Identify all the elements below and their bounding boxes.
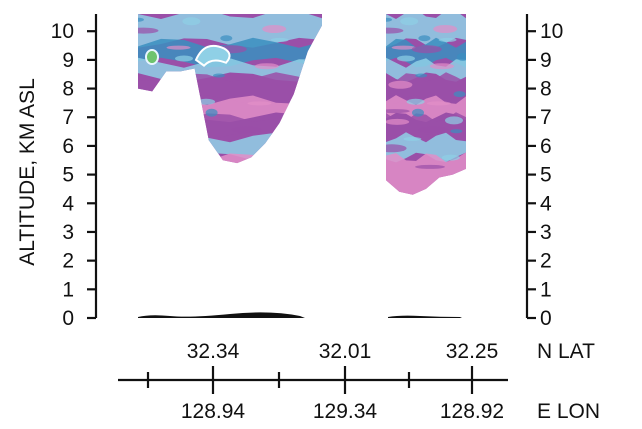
geo-axis — [118, 366, 508, 394]
echo-texture — [403, 137, 422, 141]
y-tick-label: 4 — [62, 192, 74, 215]
y-tick-label: 0 — [62, 307, 74, 330]
y-tick-label: 10 — [51, 20, 74, 43]
echo-texture — [143, 109, 174, 114]
y-tick-label: 4 — [540, 192, 552, 215]
y-tick-label: 2 — [62, 250, 74, 273]
y-tick-label: 3 — [62, 221, 74, 244]
echo-band — [386, 72, 466, 105]
ground-trace-right — [388, 315, 462, 318]
echo-texture — [406, 98, 425, 105]
echo-texture — [450, 129, 463, 134]
echo-segment-left — [138, 14, 322, 169]
echo-texture — [397, 55, 415, 62]
echo-texture — [270, 37, 289, 42]
echo-texture — [247, 101, 272, 106]
y-tick-label: 0 — [540, 307, 552, 330]
echo-highlight — [194, 44, 231, 67]
echo-texture — [301, 91, 314, 98]
echo-texture — [308, 52, 321, 61]
echo-texture — [386, 144, 407, 153]
echo-texture — [433, 25, 458, 33]
y-tick-label: 7 — [62, 106, 74, 129]
echo-highlight — [145, 49, 159, 66]
echo-texture — [386, 118, 410, 125]
y-tick-label: 1 — [62, 278, 74, 301]
echo-texture — [453, 91, 466, 98]
echo-texture — [411, 45, 442, 54]
echo-texture — [391, 45, 416, 50]
y-tick-label: 3 — [540, 221, 552, 244]
echo-texture — [197, 98, 216, 105]
echo-texture — [189, 137, 208, 141]
echo-band — [386, 152, 466, 195]
echo-texture — [418, 126, 449, 133]
lon-tick-label: 129.34 — [313, 400, 378, 423]
echo-texture — [441, 154, 460, 161]
lat-axis-label: N LAT — [537, 340, 595, 363]
echo-texture — [278, 154, 296, 161]
echo-band — [138, 14, 322, 48]
y-tick-label: 5 — [540, 164, 552, 187]
echo-band — [138, 152, 322, 164]
y-tick-label: 10 — [540, 20, 563, 43]
echo-texture — [159, 80, 184, 89]
echo-texture — [412, 108, 424, 117]
echo-texture — [213, 73, 225, 78]
lon-axis-label: E LON — [537, 400, 600, 423]
echo-texture — [138, 17, 144, 22]
echo-texture — [388, 80, 413, 89]
y-tick-label: 8 — [540, 78, 552, 101]
right-y-axis: 0 1 2 3 4 5 6 7 8 9 10 — [525, 14, 563, 330]
y-tick-label: 6 — [62, 135, 74, 158]
echo-texture — [386, 27, 404, 34]
echo-texture — [231, 126, 262, 133]
ground-trace-left — [138, 312, 305, 318]
y-tick-label: 1 — [540, 278, 552, 301]
y-tick-label: 7 — [540, 106, 552, 129]
y-tick-label: 8 — [62, 78, 74, 101]
echo-texture — [285, 116, 304, 125]
echo-texture — [151, 118, 176, 125]
echo-texture — [415, 73, 428, 78]
y-tick-label: 5 — [62, 164, 74, 187]
echo-texture — [166, 45, 191, 50]
echo-texture — [224, 165, 254, 169]
lon-tick-label: 128.92 — [440, 400, 504, 423]
left-y-axis: 0 1 2 3 4 5 6 7 8 9 10 — [51, 14, 98, 330]
y-tick-label: 9 — [540, 49, 552, 72]
echo-texture — [254, 63, 279, 70]
echo-texture — [426, 101, 451, 106]
echo-texture — [418, 35, 431, 42]
lat-tick-label: 32.01 — [319, 340, 372, 363]
y-tick-label: 2 — [540, 250, 552, 273]
y-tick-label: 9 — [62, 49, 74, 72]
echo-texture — [400, 17, 419, 26]
echo-texture — [415, 164, 445, 169]
lat-tick-label: 32.34 — [187, 340, 240, 363]
y-tick-label: 6 — [540, 135, 552, 158]
echo-texture — [220, 35, 233, 42]
echo-segment-right — [386, 14, 466, 195]
echo-texture — [386, 17, 392, 22]
echo-texture — [175, 55, 193, 62]
echo-texture — [386, 109, 410, 114]
echo-texture — [293, 129, 306, 134]
echo-texture — [182, 17, 201, 26]
y-axis-title: ALTITUDE, KM ASL — [16, 78, 39, 266]
echo-texture — [430, 63, 454, 70]
echo-band — [386, 95, 466, 123]
echo-texture — [138, 144, 166, 153]
lat-tick-label: 32.25 — [446, 340, 499, 363]
echo-texture — [438, 37, 457, 42]
echo-texture — [262, 25, 287, 33]
echo-texture — [138, 27, 159, 34]
echo-texture — [456, 52, 466, 61]
echo-texture — [445, 116, 463, 125]
lon-tick-label: 128.94 — [181, 400, 246, 423]
echo-texture — [205, 108, 218, 117]
